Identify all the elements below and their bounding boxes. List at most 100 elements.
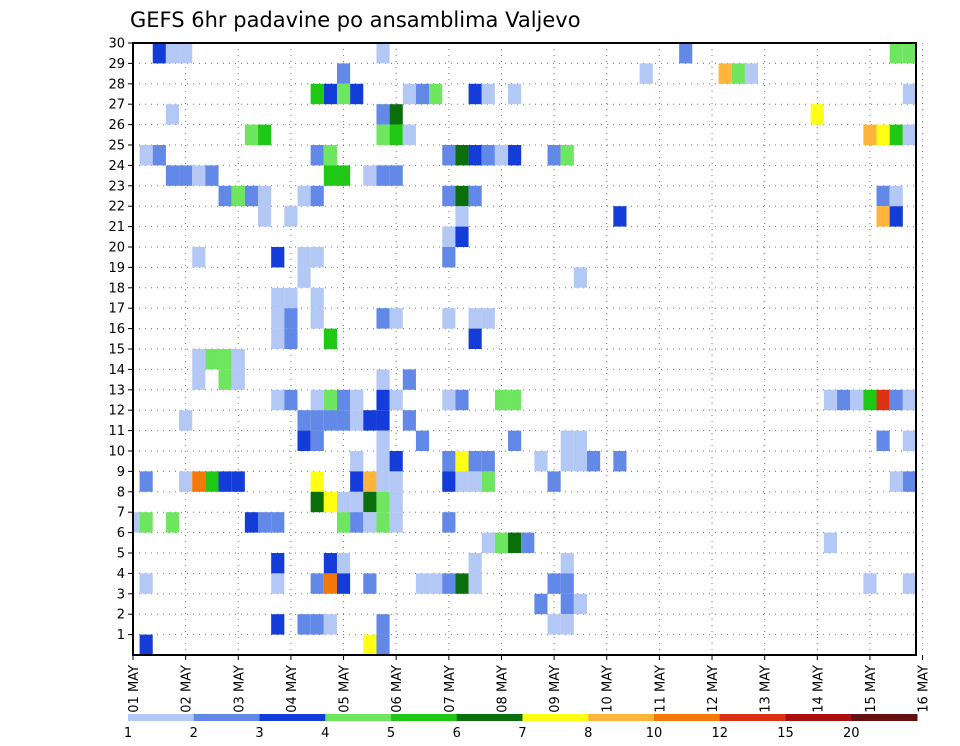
- heatmap-cell-m10-t59: [902, 430, 916, 451]
- x-tick-label: 09 MAY: [548, 665, 563, 713]
- heatmap-cell-m22-t13: [297, 185, 311, 207]
- heatmap-cell-m16-t26: [468, 308, 482, 329]
- chart-title: GEFS 6hr padavine po ansamblima Valjevo: [130, 8, 581, 32]
- heatmap-cell-m23-t6: [205, 165, 219, 186]
- heatmap-cell-m19-t11: [271, 247, 285, 268]
- x-tick-label: 14 MAY: [811, 665, 826, 713]
- heatmap-cell-m14-t5: [192, 349, 206, 370]
- heatmap-cell-m13-t19: [376, 369, 390, 390]
- heatmap-cell-m24-t26: [468, 145, 482, 166]
- x-tick-label: 04 MAY: [285, 665, 300, 713]
- x-tick-label: 11 MAY: [653, 665, 668, 713]
- heatmap-cell-m29-t42: [679, 43, 693, 64]
- heatmap-cell-m1-t19: [376, 614, 390, 635]
- heatmap-cell-m2-t33: [560, 593, 574, 615]
- heatmap-cell-m10-t57: [876, 430, 890, 451]
- legend-swatch: [391, 714, 458, 721]
- heatmap-cell-m2-t31: [534, 593, 548, 615]
- heatmap-cell-m11-t19: [376, 410, 390, 431]
- heatmap-cell-m29-t4: [179, 43, 193, 64]
- y-tick-label: 10: [108, 445, 125, 460]
- y-tick-label: 19: [108, 261, 125, 276]
- y-tick-label: 7: [117, 506, 125, 521]
- heatmap-cell-m15-t11: [271, 328, 285, 349]
- x-tick-label: 07 MAY: [443, 665, 458, 713]
- heatmap-cell-m6-t3: [165, 512, 180, 533]
- heatmap-cell-m7-t14: [310, 491, 324, 513]
- heatmap-cell-m16-t20: [389, 308, 403, 329]
- legend-swatch: [259, 714, 326, 721]
- heatmap-cell-m22-t8: [231, 185, 245, 207]
- heatmap-cell-m0-t18: [363, 634, 377, 655]
- heatmap-cell-m7-t18: [363, 491, 377, 513]
- heatmap-cell-m9-t33: [560, 451, 574, 472]
- heatmap-cell-m19-t14: [310, 247, 324, 268]
- heatmap-cell-m8-t19: [376, 471, 390, 492]
- heatmap-cell-m5-t28: [494, 532, 509, 553]
- heatmap-cell-m7-t17: [350, 491, 364, 513]
- heatmap-cell-m25-t59: [902, 124, 916, 145]
- heatmap-cell-m11-t4: [179, 410, 193, 431]
- heatmap-cell-m7-t15: [323, 491, 337, 513]
- heatmap-cell-m29-t59: [902, 43, 916, 64]
- heatmap-cell-m3-t33: [560, 573, 574, 594]
- legend-swatch: [456, 714, 523, 721]
- heatmap-cell-m22-t57: [876, 185, 890, 207]
- heatmap-cell-m22-t9: [244, 185, 259, 207]
- legend-label: 2: [190, 726, 198, 741]
- heatmap-cell-m3-t18: [363, 573, 377, 594]
- heatmap-cell-m6-t10: [258, 512, 272, 533]
- heatmap-cell-m26-t3: [165, 104, 180, 125]
- heatmap-cell-m6-t17: [350, 512, 364, 533]
- heatmap-cell-m8-t27: [481, 471, 495, 492]
- heatmap-cell-m23-t18: [363, 165, 377, 186]
- heatmap-cell-m28-t39: [639, 63, 653, 84]
- heatmap-cell-m20-t24: [442, 226, 456, 247]
- heatmap-cell-m24-t28: [494, 145, 509, 166]
- heatmap-cell-m9-t25: [455, 451, 469, 472]
- heatmap-cell-m16-t24: [442, 308, 456, 329]
- heatmap-cell-m3-t22: [415, 573, 430, 594]
- heatmap-cell-m25-t21: [402, 124, 416, 145]
- heatmap-cell-m12-t55: [850, 389, 864, 411]
- heatmap-cell-m16-t19: [376, 308, 390, 329]
- heatmap-cell-m24-t1: [139, 145, 153, 166]
- heatmap-cell-m16-t12: [284, 308, 298, 329]
- heatmap-cell-m9-t19: [376, 451, 390, 472]
- y-tick-label: 26: [108, 118, 125, 133]
- heatmap-cell-m12-t17: [350, 389, 364, 411]
- heatmap-cell-m3-t16: [336, 573, 351, 594]
- heatmap-cell-m6-t20: [389, 512, 403, 533]
- x-tick-label: 16 MAY: [917, 665, 932, 713]
- legend-swatch: [851, 714, 918, 721]
- heatmap-cell-m18-t13: [297, 267, 311, 288]
- heatmap-cell-m11-t13: [297, 410, 311, 431]
- heatmap-cell-m25-t9: [244, 124, 259, 145]
- y-tick-label: 25: [108, 139, 125, 154]
- heatmap-cell-m0-t19: [376, 634, 390, 655]
- x-tick-label: 10 MAY: [601, 665, 616, 713]
- heatmap-cell-m3-t56: [863, 573, 877, 594]
- heatmap-cell-m3-t59: [902, 573, 916, 594]
- y-tick-label: 17: [108, 302, 125, 317]
- y-tick-label: 3: [117, 587, 125, 602]
- heatmap-cell-m24-t25: [455, 145, 469, 166]
- heatmap-cell-m26-t20: [389, 104, 403, 125]
- heatmap-cell-m13-t8: [231, 369, 245, 390]
- heatmap-cell-m27-t26: [468, 83, 482, 105]
- heatmap-cell-m9-t35: [587, 451, 601, 472]
- heatmap-cell-m22-t14: [310, 185, 324, 207]
- heatmap-cell-m9-t17: [350, 451, 364, 472]
- heatmap-cell-m8-t14: [310, 471, 324, 492]
- heatmap-cell-m3-t1: [139, 573, 153, 594]
- heatmap-cell-m25-t10: [258, 124, 272, 145]
- legend-label: 4: [321, 726, 329, 741]
- y-tick-label: 23: [108, 179, 125, 194]
- y-tick-label: 9: [117, 465, 125, 480]
- heatmap-cell-m9-t24: [442, 451, 456, 472]
- heatmap-cell-m16-t14: [310, 308, 324, 329]
- heatmap-cell-m5-t27: [481, 532, 495, 553]
- heatmap-cell-m17-t14: [310, 287, 324, 309]
- x-tick-label: 06 MAY: [390, 665, 405, 713]
